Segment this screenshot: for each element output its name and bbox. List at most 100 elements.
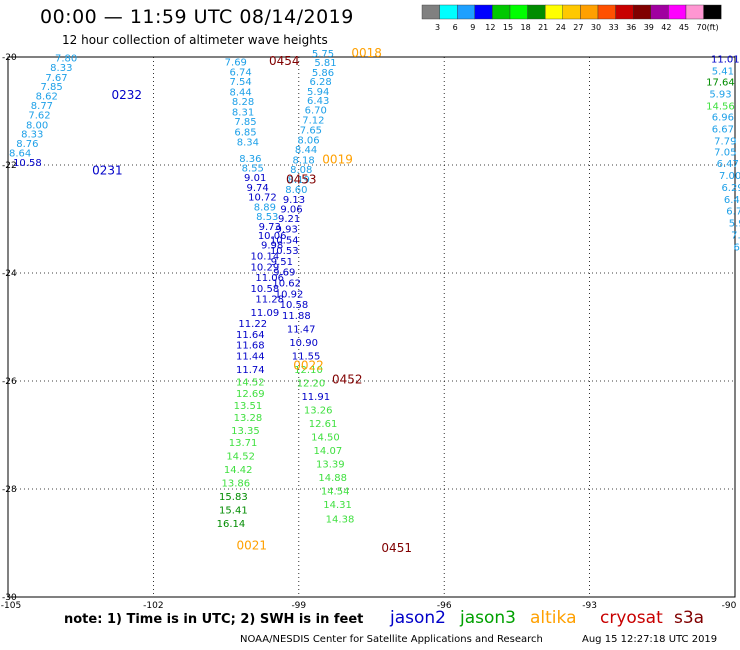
swh-point: 11.64 [236, 330, 265, 341]
pass-time-label: 0453 [286, 172, 317, 186]
swh-point: 10.54 [270, 235, 299, 246]
pass-time-label: 0451 [381, 541, 412, 555]
colorbar-label: 12 [485, 23, 495, 32]
pass-time-label: 0231 [92, 164, 123, 178]
swh-point: 9.01 [244, 173, 266, 184]
swh-point: 14.88 [318, 473, 347, 484]
swh-point: 12.20 [297, 378, 326, 389]
colorbar-swatch [439, 4, 458, 20]
swh-point: 14.52 [226, 451, 255, 462]
swh-point: 17.64 [706, 78, 735, 89]
swh-point: 7.85 [234, 117, 256, 128]
swh-point: 9.13 [283, 195, 305, 206]
colorbar-label: 42 [661, 23, 671, 32]
swh-point: 5.93 [709, 90, 731, 101]
swh-point: 11.74 [236, 365, 265, 376]
swh-point: 7.69 [225, 58, 247, 69]
y-tick-label: -22 [2, 161, 17, 171]
swh-point: 11.68 [236, 341, 265, 352]
swh-point: 9.98 [261, 241, 283, 252]
swh-point: 7.07 [731, 230, 740, 241]
swh-point: 14.31 [323, 500, 352, 511]
swh-point: 7.00 [719, 171, 740, 182]
swh-point: 8.18 [293, 155, 315, 166]
swh-point: 10.06 [258, 231, 287, 242]
swh-point: 15.41 [219, 505, 248, 516]
swh-point: 11.47 [287, 324, 316, 335]
swh-point: 11.06 [255, 273, 284, 284]
swh-point: 6.79 [726, 207, 740, 218]
x-tick-label: -93 [582, 601, 597, 611]
y-tick-label: -28 [2, 485, 17, 495]
swh-point: 8.19 [288, 175, 310, 186]
swh-point: 7.54 [230, 77, 252, 88]
swh-point: 10.58 [280, 300, 309, 311]
colorbar-label: 30 [591, 23, 601, 32]
swh-point: 8.53 [256, 212, 278, 223]
colorbar-swatch [474, 4, 493, 20]
swh-point: 11.01 [711, 54, 740, 65]
plot-frame [7, 56, 736, 598]
swh-point: 9.21 [278, 214, 300, 225]
pass-time-label: 0232 [111, 88, 142, 102]
swh-point: 10.90 [289, 338, 318, 349]
swh-point: 11.55 [292, 351, 321, 362]
swh-point: 6.74 [230, 67, 252, 78]
colorbar-label: (ft) [707, 23, 719, 32]
colorbar-label: 33 [609, 23, 619, 32]
swh-point: 13.35 [231, 426, 260, 437]
swh-point: 5.81 [314, 58, 336, 69]
swh-point: 7.65 [300, 126, 322, 137]
pass-time-label: 0454 [269, 54, 300, 68]
swh-point: 8.00 [26, 120, 48, 131]
swh-point: 7.80 [55, 53, 77, 64]
pass-time-label: 0021 [237, 538, 268, 552]
colorbar-swatch [633, 4, 652, 20]
swh-point: 14.38 [326, 514, 355, 525]
colorbar-swatch [457, 4, 476, 20]
swh-point: 6.96 [712, 113, 734, 124]
swh-point: 11.44 [236, 351, 265, 362]
swh-point: 7.85 [40, 82, 62, 93]
swh-point: 7.79 [714, 136, 736, 147]
swh-point: 8.76 [16, 139, 38, 150]
swh-point: 8.44 [295, 145, 317, 156]
swh-point: 14.42 [224, 465, 253, 476]
credit-text: NOAA/NESDIS Center for Satellite Applica… [240, 634, 543, 645]
swh-point: 12.69 [236, 389, 265, 400]
colorbar-swatch [580, 4, 599, 20]
swh-point: 6.47 [717, 159, 739, 170]
swh-point: 16.14 [217, 519, 246, 530]
colorbar-swatch [492, 4, 511, 20]
swh-point: 9.69 [273, 268, 295, 279]
swh-point: 15.83 [219, 492, 248, 503]
swh-point: 8.44 [230, 87, 252, 98]
swh-point: 8.28 [232, 97, 254, 108]
swh-point: 13.51 [234, 401, 263, 412]
colorbar-swatch [545, 4, 564, 20]
swh-point: 10.29 [251, 262, 280, 273]
swh-point: 6.70 [305, 106, 327, 117]
swh-point: 6.44 [724, 195, 740, 206]
swh-point: 8.31 [232, 107, 254, 118]
colorbar-swatch [615, 4, 634, 20]
axes: -105 -102 -99 -96 -93 -90 -20 -22 -24 -26 -28 -30 [1, 53, 737, 611]
y-tick-label: -26 [2, 377, 17, 387]
swh-point: 11.28 [255, 295, 284, 306]
swh-point: 6.77 [734, 242, 740, 253]
colorbar-swatch [421, 4, 440, 20]
data-points: 7.808.337.677.858.628.777.628.008.338.76… [9, 50, 740, 530]
x-tick-label: -96 [437, 601, 452, 611]
x-tick-label: -105 [1, 601, 21, 611]
pass-time-label: 0019 [322, 152, 353, 166]
colorbar-label: 27 [573, 23, 583, 32]
swh-point: 13.26 [304, 405, 333, 416]
colorbar-label: 6 [453, 23, 458, 32]
swh-point: 8.06 [297, 135, 319, 146]
swh-point: 14.50 [311, 432, 340, 443]
swh-point: 8.34 [237, 138, 259, 149]
colorbar-label: 18 [521, 23, 531, 32]
swh-point: 9.74 [246, 183, 268, 194]
swh-point: 8.55 [242, 163, 264, 174]
